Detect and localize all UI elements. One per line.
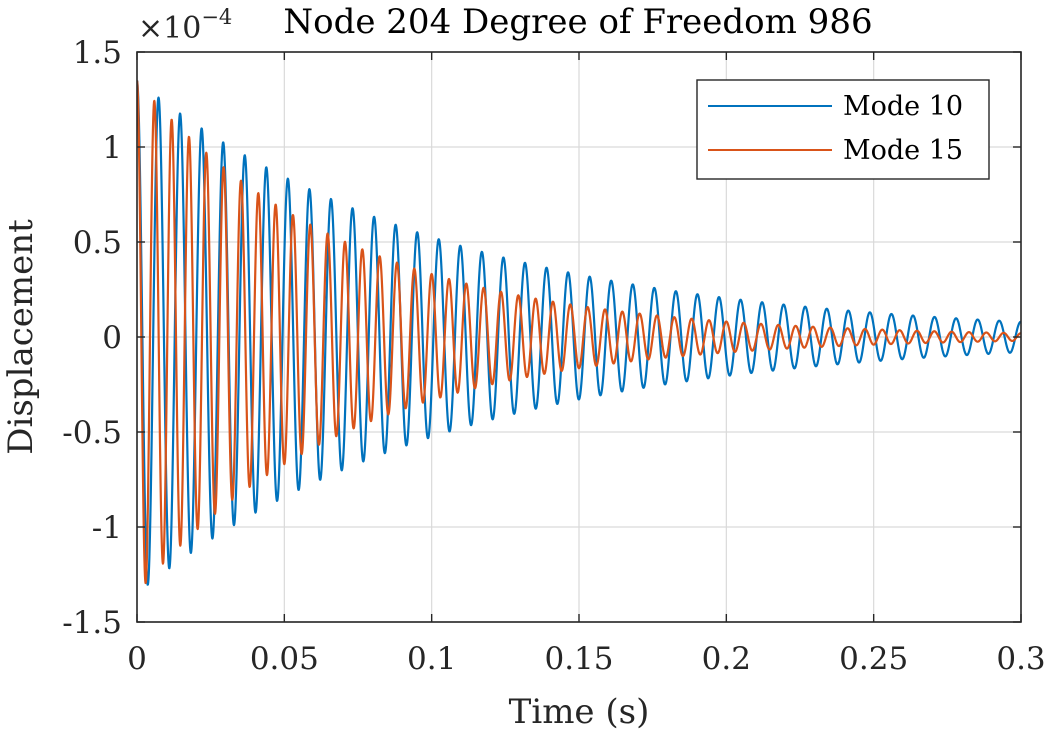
y-tick-labels: -1.5 -1 -0.5 0 0.5 1 1.5 xyxy=(62,35,122,641)
x-tick-labels: 0 0.05 0.1 0.15 0.2 0.25 0.3 xyxy=(127,641,1046,677)
y-axis-title: Displacement xyxy=(1,219,41,455)
series-layer xyxy=(137,80,1021,586)
x-tick-label: 0.15 xyxy=(544,641,613,677)
y-tick-label: 0 xyxy=(102,320,122,356)
legend-box xyxy=(696,79,990,180)
y-tick-label: -0.5 xyxy=(62,415,122,451)
x-axis-title: Time (s) xyxy=(509,692,650,732)
y-exponent-power: −4 xyxy=(201,5,232,29)
series-line-mode-15 xyxy=(137,80,1021,585)
y-tick-label: 1 xyxy=(102,130,122,166)
y-tick-label: 1.5 xyxy=(73,35,122,71)
y-exponent-label: ×10−4 xyxy=(138,5,232,46)
legend: Mode 10 Mode 15 xyxy=(696,79,990,180)
chart-title: Node 204 Degree of Freedom 986 xyxy=(283,2,872,42)
legend-label-mode-10: Mode 10 xyxy=(843,91,963,122)
series-line-mode-10 xyxy=(137,80,1021,586)
y-tick-label: -1 xyxy=(92,510,122,546)
x-tick-label: 0.25 xyxy=(839,641,908,677)
ticks xyxy=(136,51,1022,623)
x-tick-label: 0.1 xyxy=(407,641,456,677)
x-tick-label: 0 xyxy=(127,641,147,677)
x-tick-label: 0.05 xyxy=(250,641,319,677)
x-tick-label: 0.3 xyxy=(996,641,1045,677)
legend-label-mode-15: Mode 15 xyxy=(843,135,963,166)
y-tick-label: 0.5 xyxy=(73,225,122,261)
y-tick-label: -1.5 xyxy=(62,605,122,641)
x-tick-label: 0.2 xyxy=(702,641,751,677)
